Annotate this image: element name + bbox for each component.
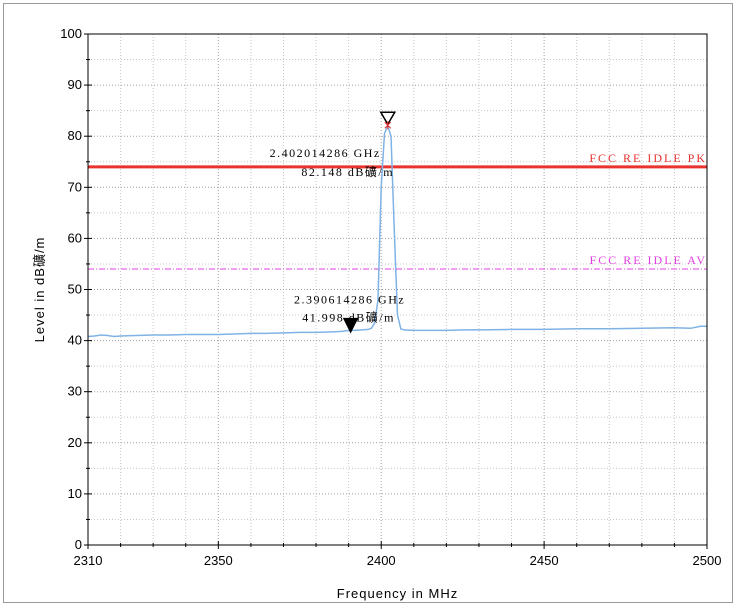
grid — [88, 34, 707, 545]
y-tick-label: 10 — [68, 486, 82, 501]
markers: 2.402014286 GHz 82.148 dB礦/m 2.390614286 G… — [270, 111, 405, 334]
y-tick-label: 0 — [75, 537, 82, 552]
level-vs-frequency-chart: FCC RE IDLE PK FCC RE IDLE AV 0 10 20 30 40 50… — [32, 26, 721, 601]
limit-lines: FCC RE IDLE PK FCC RE IDLE AV — [88, 151, 707, 270]
marker-level-label: 41.998 dB礦/m — [302, 309, 395, 324]
x-tick-label: 2500 — [693, 553, 722, 568]
y-axis-title: Level in dB礦/m — [32, 237, 47, 343]
y-tick-label: 80 — [68, 128, 82, 143]
y-tick-label: 90 — [68, 77, 82, 92]
y-tick-label: 30 — [68, 384, 82, 399]
y-tick-label: 50 — [68, 282, 82, 297]
limit-line-label: FCC RE IDLE AV — [590, 253, 707, 267]
marker-level-label: 82.148 dB礦/m — [301, 164, 394, 179]
marker-symbol — [379, 111, 397, 126]
y-tick-label: 60 — [68, 230, 82, 245]
y-tick-label: 20 — [68, 435, 82, 450]
x-tick-label: 2350 — [204, 553, 233, 568]
y-tick-label: 40 — [68, 333, 82, 348]
series-line — [87, 123, 707, 338]
peak-star — [384, 121, 392, 130]
x-axis-title: Frequency in MHz — [337, 586, 458, 601]
limit-line-label: FCC RE IDLE PK — [589, 151, 707, 165]
x-tick-label: 2310 — [74, 553, 103, 568]
marker-frequency-label: 2.402014286 GHz — [270, 146, 381, 160]
chart-frame: FCC RE IDLE PK FCC RE IDLE AV 0 10 20 30 40 50… — [3, 3, 733, 603]
x-tick-label: 2450 — [530, 553, 559, 568]
marker-symbol — [342, 317, 359, 334]
y-tick-label: 100 — [60, 26, 82, 41]
axes: 0 10 20 30 40 50 60 70 80 90 100 2310 2350 2400 2450 25… — [60, 26, 721, 568]
y-tick-label: 70 — [68, 179, 82, 194]
marker-frequency-label: 2.390614286 GHz — [294, 292, 405, 306]
x-tick-label: 2400 — [367, 553, 396, 568]
data-series — [87, 123, 707, 338]
